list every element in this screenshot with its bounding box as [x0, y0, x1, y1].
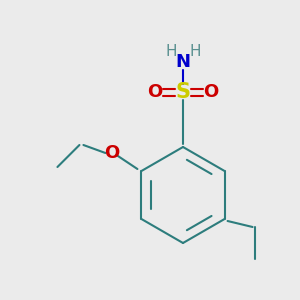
Text: H: H	[189, 44, 201, 59]
Text: S: S	[176, 82, 190, 102]
Text: H: H	[165, 44, 177, 59]
Text: O: O	[104, 144, 119, 162]
Text: O: O	[203, 83, 219, 101]
Text: N: N	[176, 53, 190, 71]
Text: O: O	[147, 83, 163, 101]
